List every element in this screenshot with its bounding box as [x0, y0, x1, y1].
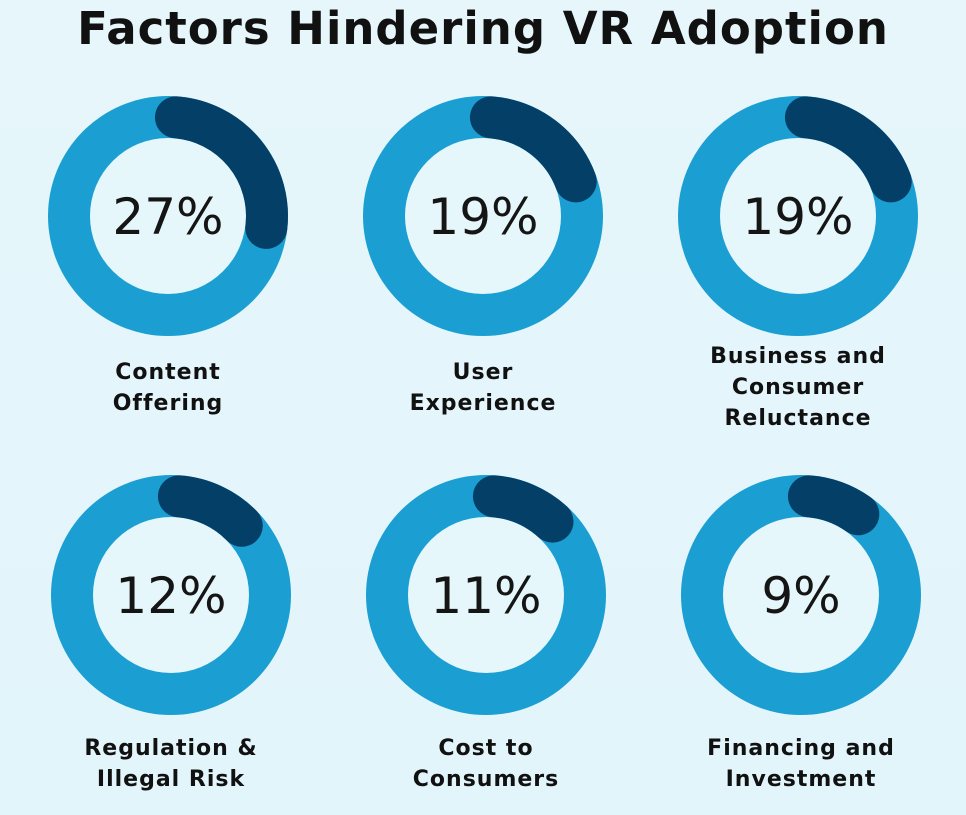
category-label-line: Illegal Risk — [96, 767, 246, 792]
value-label: 19% — [427, 188, 538, 246]
donut-highlight-arc — [154, 96, 288, 249]
value-label: 19% — [742, 188, 853, 246]
category-label-line: Experience — [409, 391, 557, 416]
category-label-line: Consumers — [412, 767, 560, 792]
donut-hole — [93, 517, 249, 673]
category-label: Business and Consumer Reluctance — [668, 341, 928, 434]
category-label-line: User — [452, 360, 514, 385]
donut-highlight-arc — [787, 475, 880, 536]
category-label-line: Reluctance — [724, 406, 872, 431]
category-label-line: Consumer — [731, 375, 865, 400]
donut-hole — [723, 517, 879, 673]
category-label-line: Investment — [725, 767, 877, 792]
category-label-line: Offering — [112, 391, 224, 416]
value-label: 9% — [761, 567, 840, 625]
category-label: Financing and Investment — [671, 733, 931, 795]
donut-hole — [90, 138, 246, 294]
category-label: Content Offering — [38, 357, 298, 419]
donut-highlight-arc — [472, 475, 574, 543]
category-label-line: Content — [115, 360, 221, 385]
donut-hole — [408, 517, 564, 673]
category-label-line: Financing and — [707, 736, 895, 761]
category-label-line: Business and — [710, 344, 886, 369]
chart-title: Factors Hindering VR Adoption — [77, 2, 889, 55]
category-label-line: Regulation & — [84, 736, 258, 761]
category-label-line: Cost to — [438, 736, 534, 761]
value-label: 27% — [112, 188, 223, 246]
category-label: Regulation & Illegal Risk — [41, 733, 301, 795]
donut-highlight-arc — [469, 96, 597, 203]
donut-highlight-arc — [157, 475, 263, 547]
donut-hole — [405, 138, 561, 294]
category-label: User Experience — [353, 357, 613, 419]
donut-hole — [720, 138, 876, 294]
donut-highlight-arc — [784, 96, 912, 203]
value-label: 11% — [430, 567, 541, 625]
value-label: 12% — [115, 567, 226, 625]
category-label: Cost to Consumers — [356, 733, 616, 795]
